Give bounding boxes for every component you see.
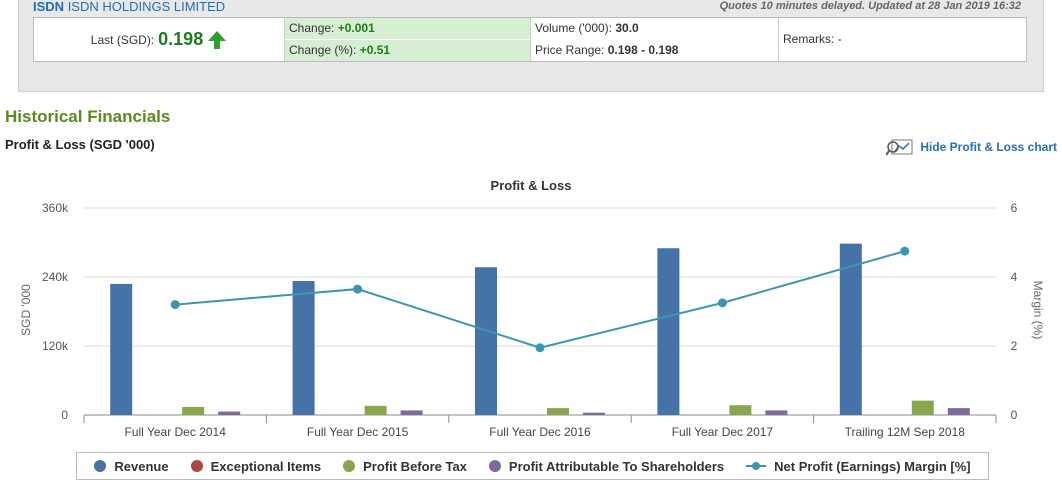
bar-profit-before-tax [182, 406, 205, 415]
margin-point [535, 343, 545, 353]
quote-table: Last (SGD): 0.198 Change: +0.001 Change … [33, 17, 1027, 62]
price-range-value: 0.198 - 0.198 [607, 43, 679, 57]
y-tick-label: 120k [42, 339, 69, 353]
x-tick-label: Full Year Dec 2017 [672, 425, 774, 439]
y2-tick-label: 2 [1011, 339, 1018, 353]
profit-loss-chart: Profit & Loss SGD '000 Margin (%) 0 0 120k… [19, 178, 1045, 439]
bar-revenue [657, 248, 680, 415]
change-pct-cell: Change (%): +0.51 [284, 40, 530, 61]
legend-item-attrib[interactable]: Profit Attributable To Shareholders [488, 458, 725, 474]
bar-revenue [475, 267, 497, 415]
y2-tick-label: 4 [1011, 270, 1018, 284]
legend-item-revenue[interactable]: Revenue [94, 458, 169, 474]
chart-legend: Revenue Exceptional Items Profit Before … [76, 452, 989, 480]
hide-chart-label: Hide Profit & Loss chart [920, 140, 1057, 154]
bar-revenue [839, 243, 862, 415]
margin-point [717, 298, 727, 308]
hide-chart-link[interactable]: Hide Profit & Loss chart [886, 138, 1057, 156]
y2-axis-title: Margin (%) [1031, 281, 1045, 340]
legend-label-exceptional: Exceptional Items [210, 458, 322, 474]
ticker-symbol[interactable]: ISDN [33, 0, 65, 14]
legend-label-attrib: Profit Attributable To Shareholders [508, 458, 725, 474]
change-value: +0.001 [337, 21, 375, 35]
margin-swatch [746, 462, 767, 470]
line-layer [170, 246, 910, 353]
bar-profit-attributable-to-shareholders [400, 410, 423, 415]
legend-label-pbt: Profit Before Tax [363, 458, 467, 474]
company-name[interactable]: ISDN HOLDINGS LIMITED [67, 0, 226, 14]
y2-tick-label: 6 [1011, 201, 1018, 215]
change-pct-value: +0.51 [359, 43, 391, 57]
y-tick-label: 240k [42, 270, 69, 284]
bar-revenue [292, 281, 315, 415]
legend-item-pbt[interactable]: Profit Before Tax [343, 459, 467, 474]
last-price-cell: Last (SGD): 0.198 [34, 18, 284, 61]
x-tick-label: Full Year Dec 2016 [489, 425, 591, 439]
volume-value: 30.0 [615, 21, 639, 35]
volume-cell: Volume ('000): 30.0 [530, 18, 778, 39]
legend-item-margin[interactable]: Net Profit (Earnings) Margin [%] [746, 458, 971, 474]
bar-profit-attributable-to-shareholders [218, 411, 241, 415]
x-tick-label: Full Year Dec 2015 [307, 425, 409, 439]
y-tick-label: 360k [42, 201, 69, 215]
margin-point [353, 284, 363, 294]
volume-label: Volume ('000): [535, 21, 612, 35]
attrib-swatch [488, 460, 501, 472]
remarks-cell: Remarks: - [778, 18, 1026, 61]
section-title: Historical Financials [5, 107, 171, 126]
bar-profit-attributable-to-shareholders [583, 412, 605, 415]
y-axis-title: SGD '000 [19, 284, 33, 336]
exceptional-swatch [190, 460, 203, 472]
margin-line [175, 250, 906, 349]
x-tick-label: Full Year Dec 2014 [124, 425, 226, 439]
y-tick-label: 0 [61, 408, 68, 422]
margin-point [900, 246, 910, 256]
bar-layer [110, 243, 970, 415]
y2-tick-label: 0 [1011, 408, 1018, 422]
bar-profit-before-tax [729, 405, 752, 415]
change-pct-label: Change (%): [289, 43, 357, 57]
legend-label-revenue: Revenue [114, 458, 169, 474]
up-arrow-icon [208, 30, 227, 49]
bar-profit-attributable-to-shareholders [765, 410, 788, 415]
remarks-value: - [837, 32, 842, 46]
quote-panel: ISDN ISDN HOLDINGS LIMITED Quotes 10 min… [18, 0, 1044, 92]
legend-label-margin: Net Profit (Earnings) Margin [%] [774, 458, 971, 474]
last-price-value: 0.198 [158, 29, 204, 49]
change-cell: Change: +0.001 [284, 18, 530, 39]
price-range-label: Price Range: [535, 43, 605, 57]
remarks-label: Remarks: [783, 32, 835, 46]
pl-title: Profit & Loss (SGD '000) [5, 137, 155, 152]
price-range-cell: Price Range: 0.198 - 0.198 [530, 40, 778, 61]
bar-revenue [110, 283, 133, 415]
margin-point [170, 300, 180, 310]
delay-note: Quotes 10 minutes delayed. Updated at 28… [719, 0, 1021, 12]
x-tick-label: Trailing 12M Sep 2018 [845, 425, 966, 439]
bar-profit-before-tax [911, 400, 934, 415]
pbt-swatch [343, 460, 356, 472]
bar-profit-before-tax [364, 405, 387, 415]
bar-profit-attributable-to-shareholders [947, 408, 970, 415]
chart-title: Profit & Loss [491, 178, 572, 193]
quote-header: ISDN ISDN HOLDINGS LIMITED [33, 0, 225, 14]
legend-item-exceptional[interactable]: Exceptional Items [190, 458, 322, 474]
label-layer: 0 0 120k 2 240k 4 360k 6 Full Year Dec 2014 Full … [42, 201, 1018, 439]
last-price-label: Last (SGD): [90, 32, 155, 47]
chart-toggle-icon [886, 139, 913, 156]
change-label: Change: [289, 21, 335, 35]
revenue-swatch [94, 460, 107, 472]
bar-profit-before-tax [547, 408, 569, 415]
